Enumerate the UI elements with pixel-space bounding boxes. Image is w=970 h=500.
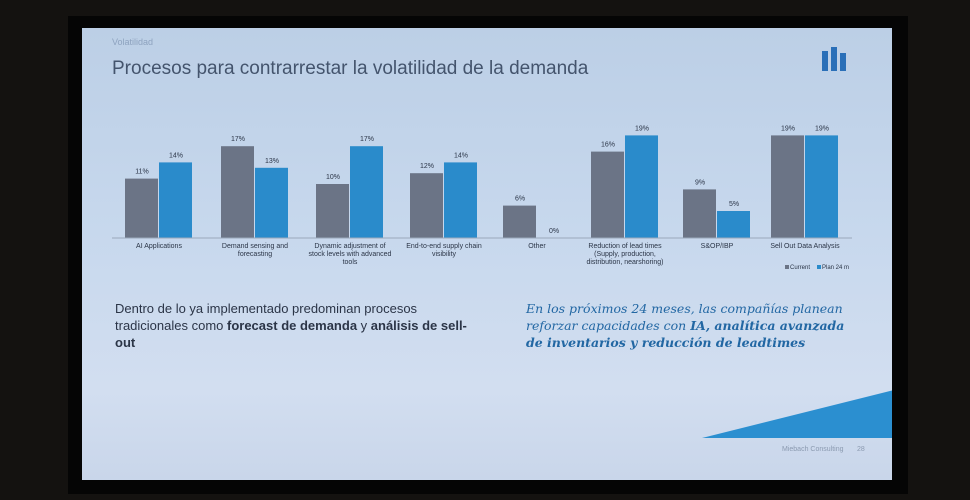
slide-kicker: Volatilidad [112,37,154,47]
data-label: 11% [135,169,149,176]
slide: Volatilidad Procesos para contrarrestar … [82,28,892,480]
category-label: Reduction of lead times [588,243,662,250]
category-label: Demand sensing and [222,243,288,250]
data-label: 14% [454,152,468,159]
data-label: 19% [781,125,795,132]
plan-summary: En los próximos 24 meses, las compañías … [526,300,856,351]
category-label: tools [343,259,358,266]
bar-current [503,205,536,238]
bar-current [591,151,624,238]
page-number: 28 [857,446,865,453]
bar-current [316,184,349,238]
bar-current [410,173,443,238]
bar-chart: 11% 14% AI Applications 17% 13% Demand sensin… [112,125,852,271]
category-label: stock levels with advanced [309,251,392,258]
data-label: 14% [169,152,183,159]
category-label: (Supply, production, [594,251,656,258]
category-label: forecasting [238,251,272,258]
text-bold: análisis de sell-out [115,318,467,350]
text-bold: forecast de demanda [227,318,358,333]
legend-swatch [785,265,789,269]
implemented-summary: Dentro de lo ya implementado predominan … [115,300,475,351]
bar-current [221,146,254,238]
bar-plan [159,162,192,238]
text: y [357,318,371,333]
data-label: 10% [326,174,340,181]
category-label: distribution, nearshoring) [586,259,663,266]
legend-label: Current [790,265,810,271]
data-label: 0% [549,228,559,235]
decorative-wedge [702,388,892,438]
bar-plan [805,135,838,238]
bar-plan [717,211,750,238]
category-label: S&OP/IBP [701,243,734,250]
data-label: 19% [635,125,649,132]
data-label: 13% [265,158,279,165]
footer-company: Miebach Consulting [782,446,844,453]
text-bold: IA, analítica avanzada de inventarios y … [526,318,845,350]
bar-current [125,178,158,238]
bar-current [771,135,804,238]
category-label: End-to-end supply chain [406,243,482,250]
bar-current [683,189,716,238]
bar-plan [255,167,288,238]
data-label: 6% [515,196,525,203]
category-label: AI Applications [136,243,182,250]
text: En los próximos 24 meses, las compañías … [526,301,843,333]
category-label: Sell Out Data Analysis [770,243,840,250]
data-label: 12% [420,163,434,170]
bar-plan [444,162,477,238]
legend-swatch [817,265,821,269]
legend-label: Plan 24 m [822,265,849,271]
bar-plan [625,135,658,238]
category-label: Other [528,243,546,250]
data-label: 17% [360,136,374,143]
bar-plan [350,146,383,238]
data-label: 9% [695,179,705,186]
logo-icon [822,47,846,71]
data-label: 17% [231,136,245,143]
slide-title: Procesos para contrarrestar la volatilid… [112,58,589,79]
data-label: 16% [601,142,615,149]
category-label: visibility [432,251,457,258]
data-label: 5% [729,201,739,208]
text: Dentro de lo ya implementado predominan … [115,301,418,333]
data-label: 19% [815,125,829,132]
category-label: Dynamic adjustment of [314,243,385,250]
